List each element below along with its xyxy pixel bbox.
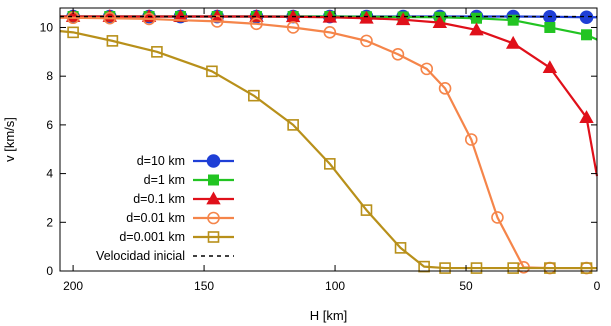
data-point-marker — [151, 46, 163, 58]
legend-marker — [206, 191, 221, 205]
data-point-marker — [324, 158, 336, 170]
legend-item: d=10 km — [137, 154, 234, 168]
y-tick-label: 4 — [46, 167, 53, 181]
legend-item: d=0.001 km — [119, 230, 234, 244]
legend-marker — [207, 231, 220, 243]
data-point-marker — [418, 260, 430, 273]
legend-item: d=0.1 km — [133, 191, 234, 206]
data-point-marker — [360, 34, 373, 48]
legend-label: d=1 km — [144, 173, 185, 187]
data-point-marker — [391, 47, 405, 61]
x-axis: 200 150 100 50 0 — [63, 8, 601, 293]
data-point-marker — [210, 15, 224, 28]
data-point-marker — [106, 35, 119, 47]
data-point-marker — [322, 9, 338, 23]
data-point-marker — [287, 119, 299, 131]
series-layer — [59, 9, 599, 275]
legend-label: d=0.001 km — [119, 230, 185, 244]
data-point-marker — [491, 211, 504, 224]
x-tick-label: 150 — [194, 279, 214, 293]
y-tick-label: 2 — [46, 215, 53, 229]
legend-item: d=1 km — [144, 173, 234, 187]
data-point-marker — [142, 12, 156, 26]
legend-label: d=0.1 km — [133, 192, 185, 206]
x-tick-label: 50 — [459, 279, 473, 293]
series-2 — [60, 9, 599, 177]
series-4 — [59, 26, 597, 274]
legend-label: d=10 km — [137, 154, 185, 168]
y-tick-label: 6 — [46, 118, 53, 132]
data-point-marker — [285, 9, 301, 23]
data-point-marker — [579, 110, 594, 123]
y-tick-label: 8 — [46, 69, 53, 83]
data-point-marker — [420, 62, 434, 76]
legend-label: Velocidad inicial — [96, 249, 185, 263]
data-point-marker — [323, 26, 337, 39]
data-point-marker — [67, 26, 79, 39]
data-point-marker — [394, 242, 407, 254]
data-point-marker — [439, 262, 451, 274]
legend-marker — [207, 211, 220, 225]
x-tick-label: 100 — [325, 279, 345, 293]
data-point-marker — [544, 21, 556, 33]
legend: d=10 km d=1 km d=0.1 km d=0.01 km d=0.001 km… — [96, 154, 234, 263]
plot-frame — [59, 7, 598, 272]
data-point-marker — [579, 10, 594, 25]
y-tick-label: 0 — [46, 264, 53, 278]
data-point-marker — [469, 22, 484, 36]
data-point-marker — [248, 89, 260, 102]
data-point-marker — [395, 12, 411, 26]
x-tick-label: 0 — [594, 279, 601, 293]
y-axis: 0 2 4 6 8 10 — [40, 20, 597, 278]
data-point-marker — [464, 133, 478, 146]
data-point-marker — [286, 21, 300, 34]
legend-item: d=0.01 km — [126, 211, 234, 225]
data-point-marker — [470, 262, 483, 274]
legend-marker — [206, 154, 221, 168]
data-point-marker — [250, 17, 263, 31]
data-point-marker — [471, 12, 483, 24]
data-point-marker — [432, 15, 448, 29]
data-point-marker — [542, 60, 558, 74]
data-point-marker — [505, 35, 521, 49]
legend-marker — [208, 174, 219, 186]
data-point-marker — [507, 262, 519, 274]
data-point-marker — [438, 82, 452, 95]
data-point-marker — [206, 65, 218, 78]
data-point-marker — [173, 9, 188, 22]
legend-item: Velocidad inicial — [96, 249, 234, 263]
data-point-marker — [360, 204, 373, 216]
series-line — [59, 30, 597, 270]
data-point-marker — [103, 11, 117, 25]
data-point-marker — [581, 29, 593, 41]
x-axis-label: H [km] — [310, 308, 348, 323]
x-tick-label: 200 — [63, 279, 83, 293]
y-tick-label: 10 — [40, 20, 54, 34]
data-point-marker — [544, 262, 556, 274]
data-point-marker — [507, 14, 519, 26]
y-axis-label: v [km/s] — [2, 117, 17, 162]
series-line — [60, 15, 599, 177]
data-point-marker — [580, 262, 593, 274]
legend-label: d=0.01 km — [126, 211, 185, 225]
